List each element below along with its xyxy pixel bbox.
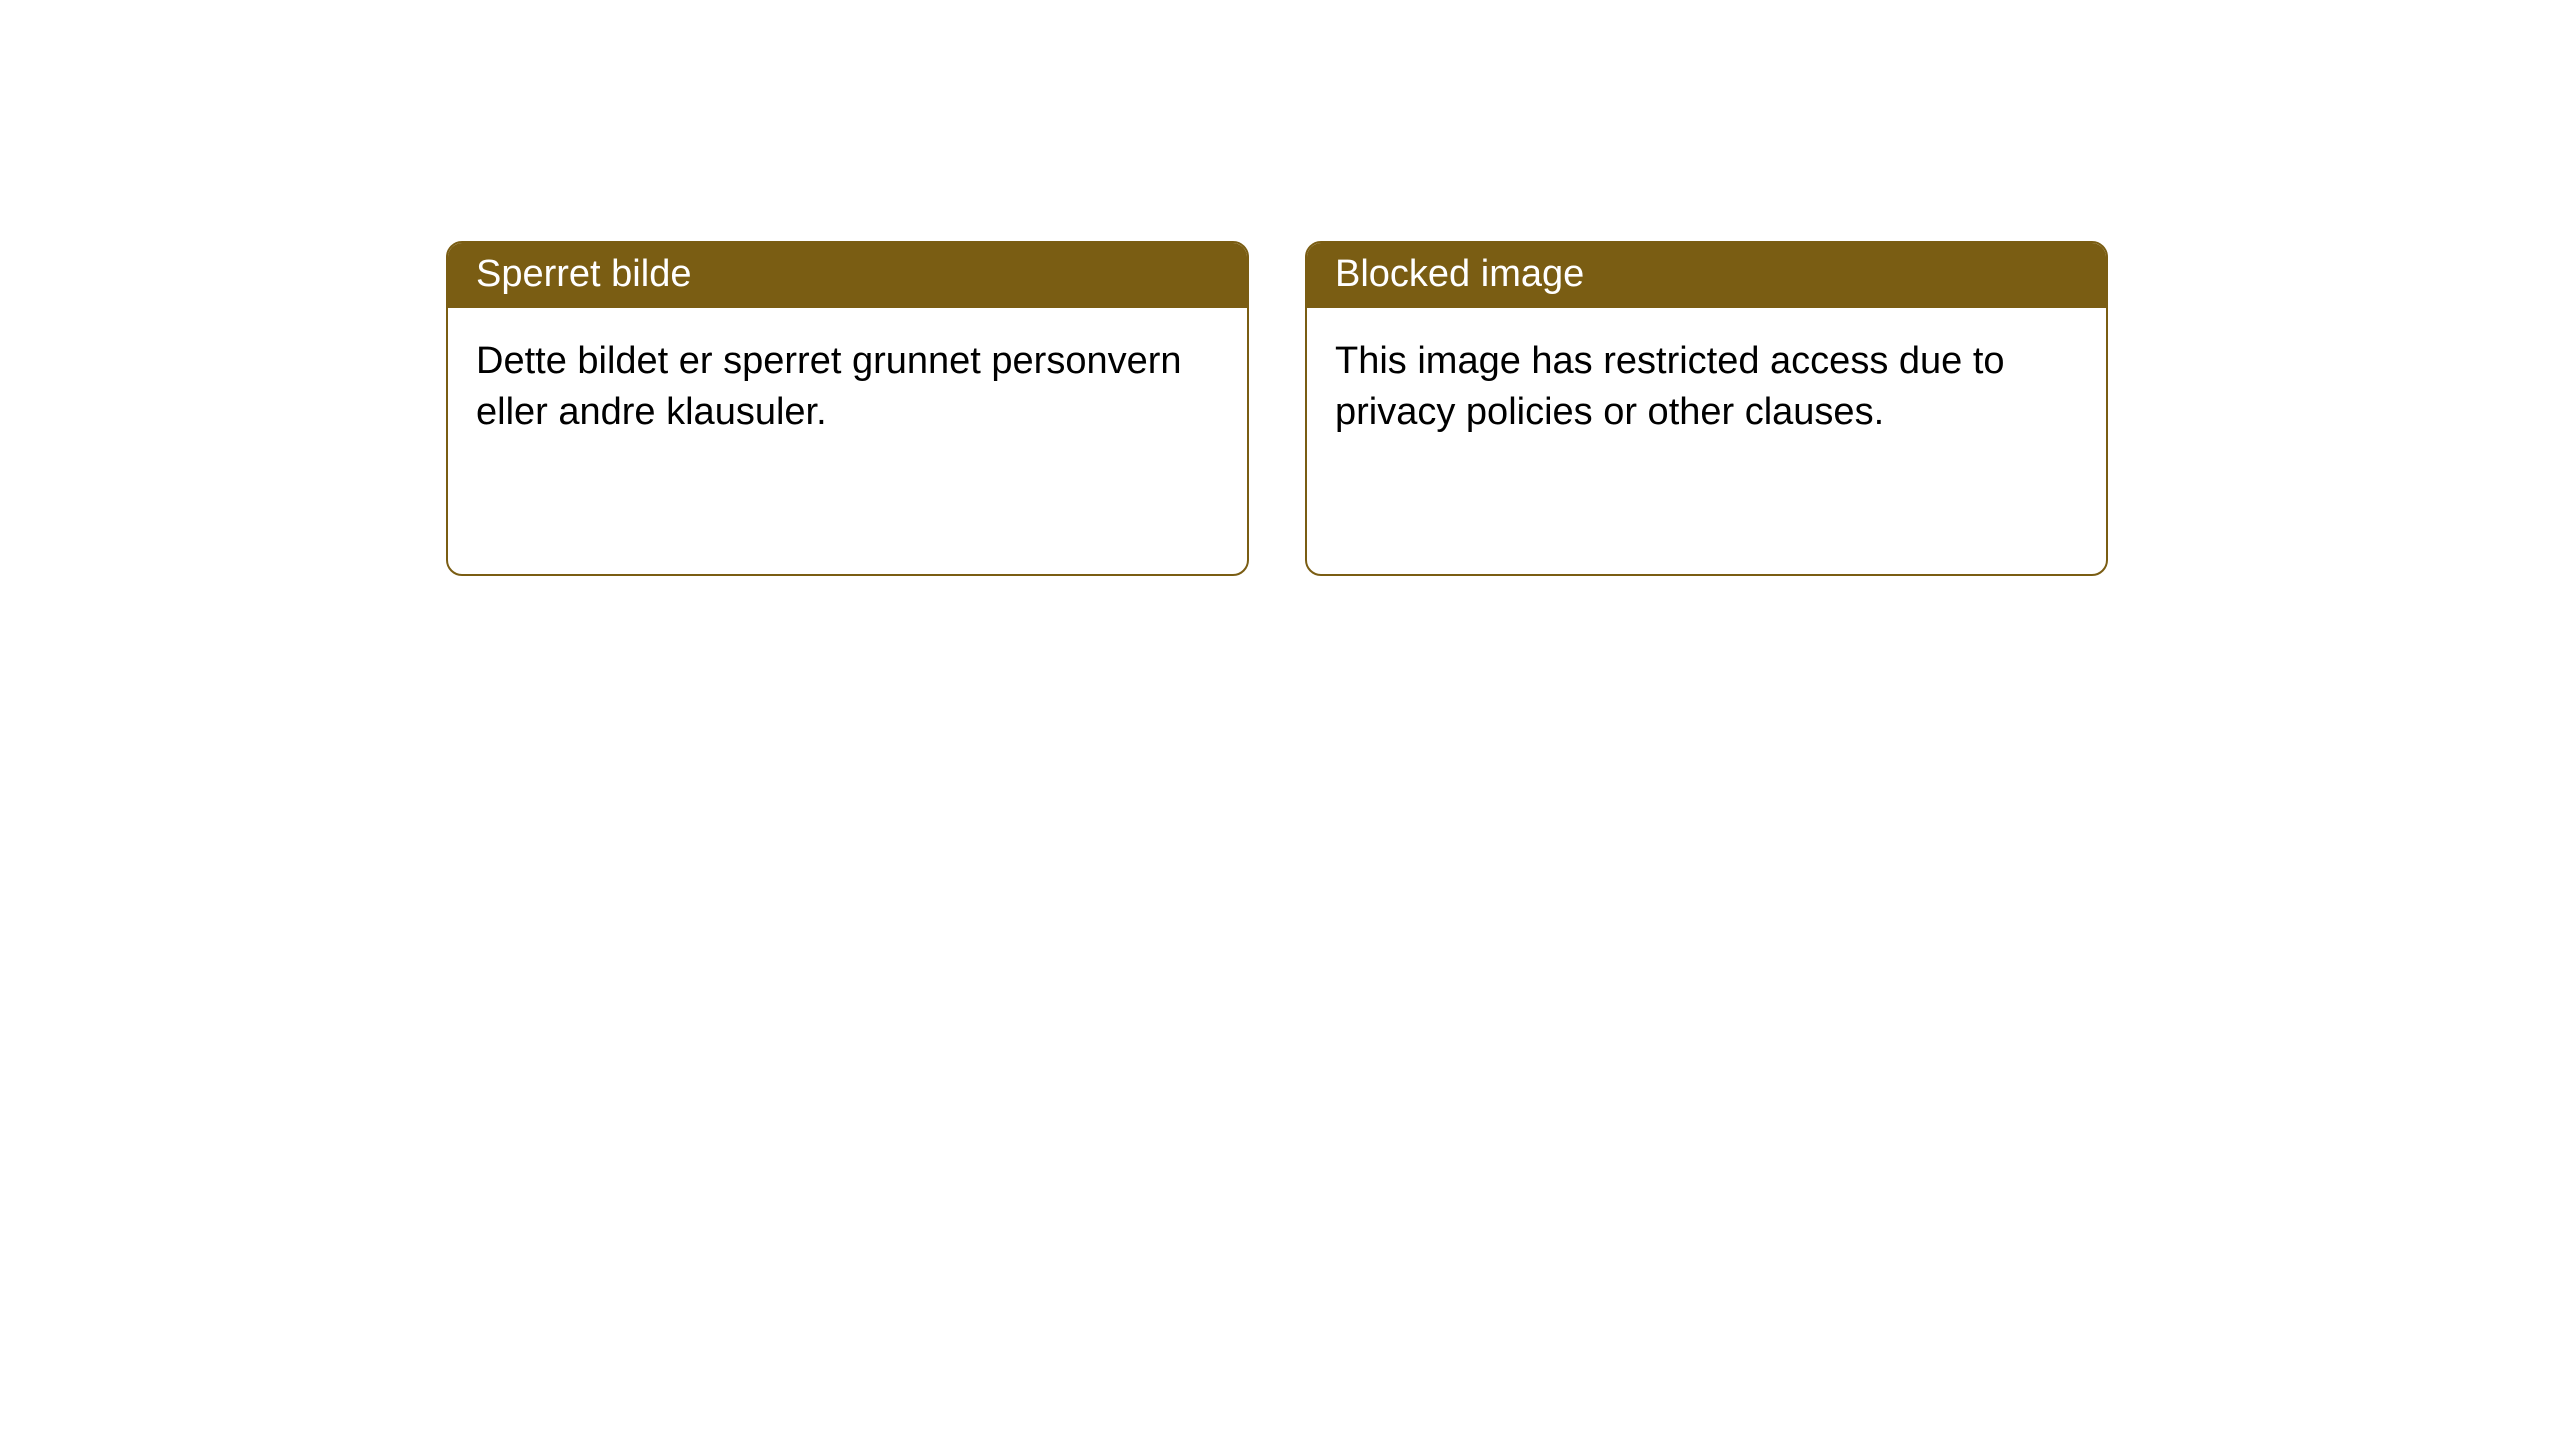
notice-title-norwegian: Sperret bilde	[476, 253, 691, 295]
notice-header-english: Blocked image	[1307, 243, 2106, 308]
notice-text-norwegian: Dette bildet er sperret grunnet personve…	[476, 340, 1182, 433]
notice-body-english: This image has restricted access due to …	[1307, 308, 2106, 467]
notice-card-norwegian: Sperret bilde Dette bildet er sperret gr…	[446, 241, 1249, 576]
notice-title-english: Blocked image	[1335, 253, 1584, 295]
notice-container: Sperret bilde Dette bildet er sperret gr…	[446, 241, 2108, 576]
notice-header-norwegian: Sperret bilde	[448, 243, 1247, 308]
notice-body-norwegian: Dette bildet er sperret grunnet personve…	[448, 308, 1247, 467]
notice-text-english: This image has restricted access due to …	[1335, 340, 2005, 433]
notice-card-english: Blocked image This image has restricted …	[1305, 241, 2108, 576]
